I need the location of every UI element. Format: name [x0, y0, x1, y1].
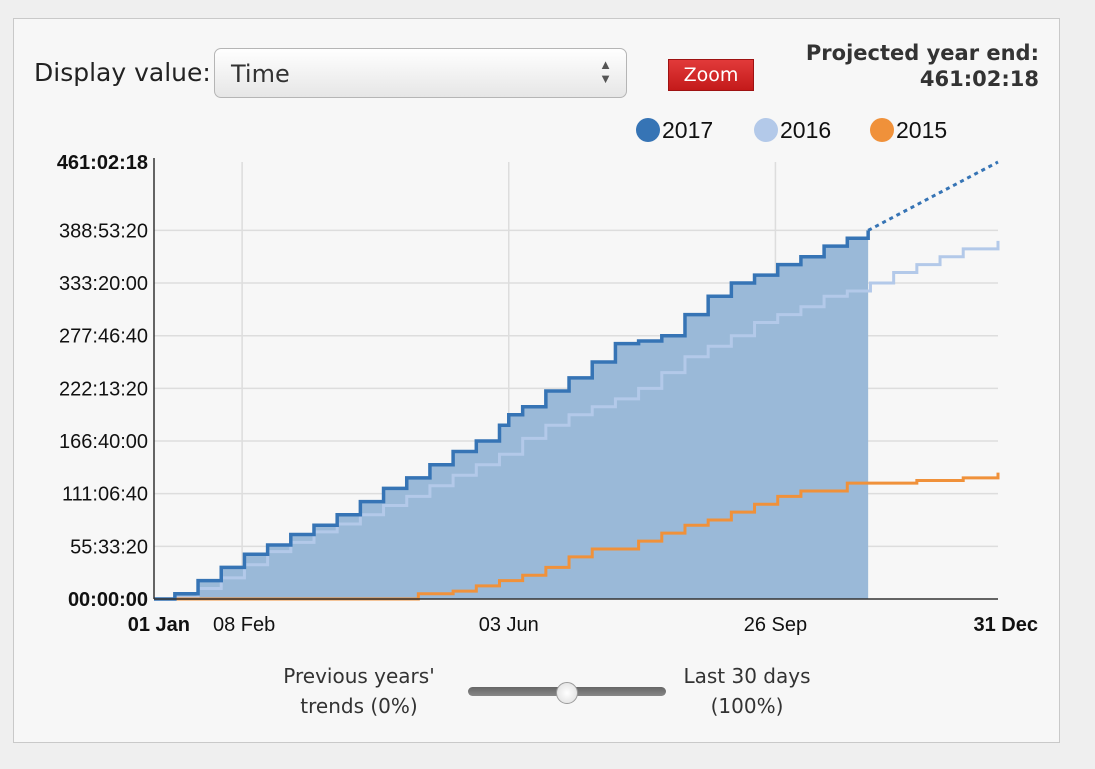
legend-dot-2017: [636, 118, 660, 142]
y-tick-label-0: 00:00:00: [68, 589, 148, 611]
x-tick-label-4: 31 Dec: [974, 614, 1039, 636]
x-tick-label-1: 08 Feb: [213, 614, 275, 636]
projected-value: 461:02:18: [919, 67, 1039, 91]
y-tick-label-7: 388:53:20: [59, 220, 148, 242]
select-arrows-icon: ▲ ▼: [599, 57, 612, 86]
slider-right-line1: Last 30 days: [683, 664, 811, 688]
slider-right-line2: (100%): [710, 694, 784, 718]
slider-left-label: Previous years' trends (0%): [254, 661, 464, 721]
legend-label-2016: 2016: [780, 117, 832, 143]
y-tick-label-6: 333:20:00: [59, 273, 148, 295]
slider-left-line1: Previous years': [283, 664, 435, 688]
series-2017-line: [154, 230, 870, 601]
projected-label: Projected year end:: [805, 41, 1039, 65]
display-value-label: Display value:: [34, 58, 211, 87]
display-value-select[interactable]: Time ▲ ▼: [214, 48, 627, 98]
y-tick-label-4: 222:13:20: [59, 378, 148, 400]
x-tick-label-0: 01 Jan: [128, 614, 190, 636]
projected-year-end: Projected year end: 461:02:18: [806, 40, 1039, 92]
y-tick-label-2: 111:06:40: [62, 484, 148, 506]
y-tick-label-5: 277:46:40: [59, 326, 148, 348]
series-2017-projection: [867, 160, 999, 232]
zoom-button[interactable]: Zoom: [668, 59, 754, 91]
slider-left-line2: trends (0%): [300, 694, 418, 718]
display-value-selected: Time: [231, 60, 290, 88]
legend-label-2017: 2017: [662, 117, 714, 143]
x-tick-label-3: 26 Sep: [744, 614, 807, 636]
legend-dot-2016: [754, 118, 778, 142]
slider-right-label: Last 30 days (100%): [664, 661, 830, 721]
y-tick-label-8: 461:02:18: [57, 152, 148, 174]
legend-label-2015: 2015: [896, 117, 948, 143]
x-tick-label-2: 03 Jun: [479, 614, 539, 636]
series-2017-area: [154, 230, 869, 599]
trend-slider-handle[interactable]: [556, 682, 578, 704]
y-tick-label-3: 166:40:00: [59, 431, 148, 453]
y-tick-label-1: 55:33:20: [70, 536, 148, 558]
series-2015-line: [154, 472, 1000, 601]
legend-dot-2015: [870, 118, 894, 142]
